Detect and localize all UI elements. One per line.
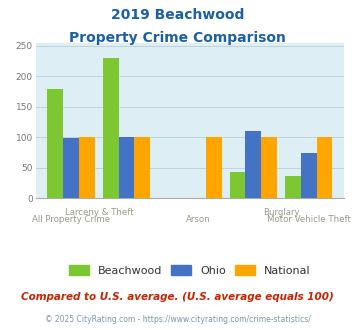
Bar [301, 153, 317, 198]
Bar [119, 137, 135, 198]
Bar [63, 138, 79, 198]
Bar [103, 58, 119, 198]
Bar [230, 172, 245, 198]
Text: 2019 Beachwood: 2019 Beachwood [111, 8, 244, 22]
Text: © 2025 CityRating.com - https://www.cityrating.com/crime-statistics/: © 2025 CityRating.com - https://www.city… [45, 315, 310, 324]
Text: Larceny & Theft: Larceny & Theft [65, 208, 133, 217]
Bar [317, 137, 333, 198]
Bar [285, 176, 301, 198]
Text: Burglary: Burglary [263, 208, 299, 217]
Bar [261, 137, 277, 198]
Text: Arson: Arson [186, 215, 210, 224]
Text: Property Crime Comparison: Property Crime Comparison [69, 31, 286, 45]
Bar [206, 137, 222, 198]
Text: All Property Crime: All Property Crime [32, 215, 110, 224]
Text: Motor Vehicle Theft: Motor Vehicle Theft [267, 215, 351, 224]
Bar [245, 131, 261, 198]
Bar [47, 88, 63, 198]
Bar [79, 137, 95, 198]
Legend: Beachwood, Ohio, National: Beachwood, Ohio, National [66, 262, 314, 279]
Text: Compared to U.S. average. (U.S. average equals 100): Compared to U.S. average. (U.S. average … [21, 292, 334, 302]
Bar [135, 137, 150, 198]
